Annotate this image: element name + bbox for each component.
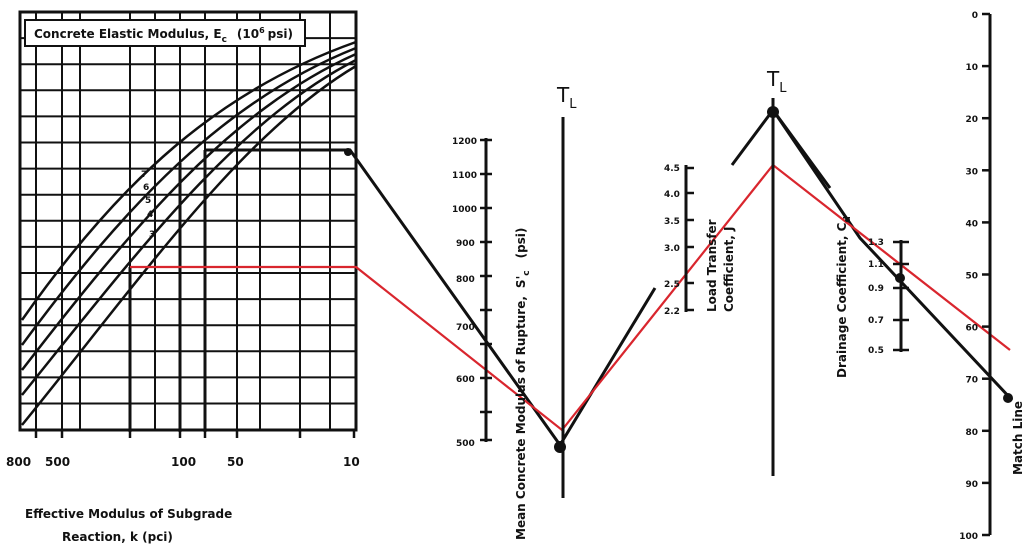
panel-title: Concrete Elastic Modulus, Ec (106 psi) (34, 26, 293, 45)
tl-line-1: TL (556, 83, 577, 498)
drainage-axis-title: Drainage Coefficient, Cd (835, 216, 853, 378)
load-tick-3-5: 3.5 (664, 217, 680, 227)
chart-grid (20, 12, 356, 430)
rupture-ticks (480, 138, 492, 442)
match-tick-label-0: 0 (972, 11, 978, 21)
curve-7 (20, 40, 357, 321)
match-tick-label-4: 40 (965, 219, 978, 229)
k-tick-500: 500 (45, 455, 70, 469)
tl-line-2: TL (766, 67, 787, 476)
black-drainage-to-match (771, 109, 1014, 402)
load-tick-2-2: 2.2 (664, 307, 680, 317)
match-tick-label-2: 20 (965, 115, 978, 125)
black-main-path (205, 148, 657, 448)
tl2-label: TL (766, 67, 787, 96)
rupture-tick-1200: 1200 (452, 137, 477, 147)
load-axis-title-line1: Load Transfer (705, 219, 719, 312)
rupture-tick-800: 800 (456, 275, 475, 285)
rupture-tick-900: 900 (456, 239, 475, 249)
rupture-axis-title: Mean Concrete Modulus of Rupture,S'c(psi… (514, 228, 532, 540)
black-point-match (1003, 393, 1013, 403)
drainage-axis: 1.3 1.1 0.9 0.7 0.5 Drainage Coefficient… (835, 216, 909, 378)
k-axis-title-line1: Effective Modulus of Subgrade (25, 507, 232, 521)
curve-label-4: 4 (147, 210, 153, 220)
match-tick-label-8: 80 (965, 428, 978, 438)
k-tick-50: 50 (227, 455, 244, 469)
match-tick-label-9: 90 (965, 480, 978, 490)
elastic-modulus-chart: Concrete Elastic Modulus, Ec (106 psi) 7 6… (6, 10, 360, 544)
match-ticks (982, 12, 990, 537)
k-axis-title-line2: Reaction, k (pci) (62, 530, 173, 544)
load-tick-3-0: 3.0 (664, 244, 680, 254)
match-tick-label-5: 50 (965, 272, 978, 282)
drainage-tick-1-3: 1.3 (868, 238, 884, 248)
curve-label-3: 3 (149, 230, 155, 240)
rupture-tick-1100: 1100 (452, 171, 477, 181)
rupture-axis: 1200 1100 1000 900 800 700 600 500 Mean … (452, 137, 532, 540)
match-tick-label-6: 60 (965, 324, 978, 334)
load-transfer-axis: 4.5 4.0 3.5 3.0 2.5 2.2 Load Transfer Co… (664, 164, 736, 317)
elastic-modulus-curves (20, 40, 357, 426)
match-axis-title: Match Line (1011, 401, 1025, 475)
match-tick-labels: 0 10 20 30 40 50 60 70 80 90 100 (959, 11, 978, 542)
load-ticks (686, 166, 694, 312)
drainage-tick-0-5: 0.5 (868, 346, 884, 356)
drainage-tick-1-1: 1.1 (868, 260, 884, 270)
match-tick-label-3: 30 (965, 167, 978, 177)
rupture-tick-600: 600 (456, 375, 475, 385)
match-line-axis: 0 10 20 30 40 50 60 70 80 90 100 Match Line (959, 11, 1025, 542)
load-tick-4-5: 4.5 (664, 164, 680, 174)
k-tick-100: 100 (171, 455, 196, 469)
black-example-path (128, 107, 1014, 448)
title-box (24, 19, 306, 47)
rupture-tick-1000: 1000 (452, 205, 477, 215)
match-tick-label-1: 10 (965, 63, 978, 73)
rupture-tick-500: 500 (456, 439, 475, 449)
curve-label-7: 7 (141, 170, 147, 180)
curve-label-6: 6 (143, 183, 149, 193)
match-tick-label-10: 100 (959, 532, 978, 542)
drainage-ticks (893, 240, 909, 352)
curve-5 (21, 52, 357, 371)
k-tick-10: 10 (343, 455, 360, 469)
rupture-tick-700: 700 (456, 323, 475, 333)
k-tick-800: 800 (6, 455, 31, 469)
curve-3 (21, 64, 357, 426)
load-tick-2-5: 2.5 (664, 280, 680, 290)
curve-4 (21, 58, 357, 396)
drainage-tick-0-7: 0.7 (868, 316, 884, 326)
curve-label-5: 5 (145, 196, 151, 206)
tl1-label: TL (556, 83, 577, 112)
load-axis-title-line2: Coefficient, J (722, 227, 736, 312)
red-example-path (130, 163, 1011, 432)
load-tick-4-0: 4.0 (664, 190, 680, 200)
drainage-tick-0-9: 0.9 (868, 284, 884, 294)
match-tick-label-7: 70 (965, 376, 978, 386)
black-point-rupture (344, 148, 352, 156)
